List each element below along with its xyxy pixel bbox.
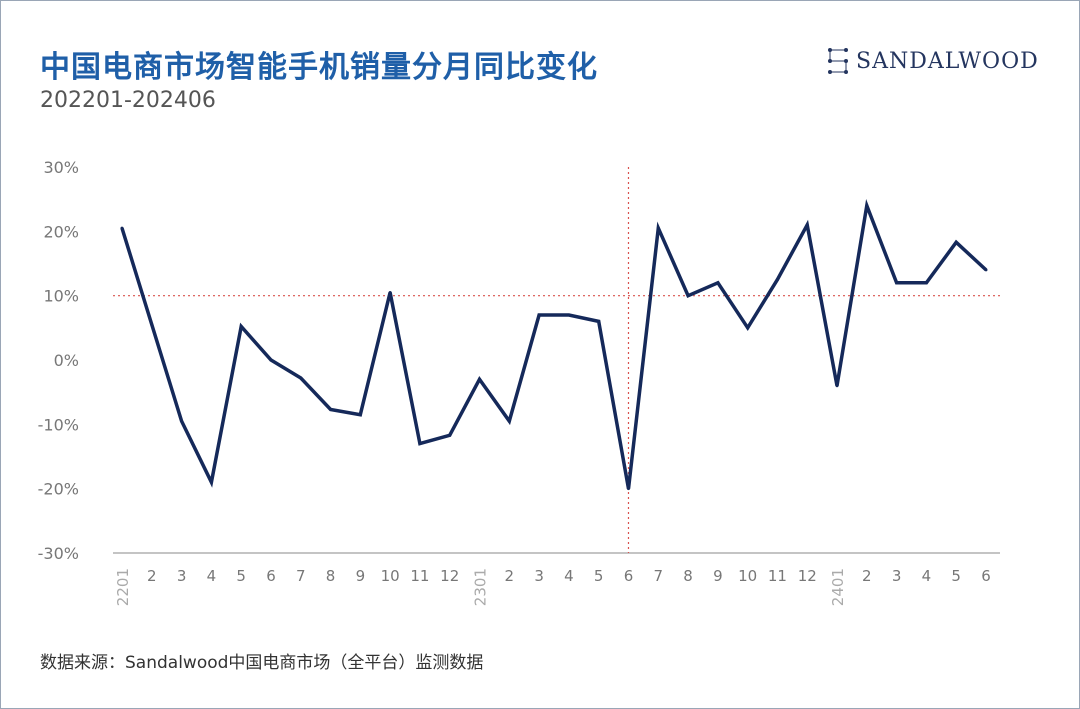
data-point xyxy=(358,413,362,417)
x-tick-label: 8 xyxy=(683,567,693,585)
x-tick-label: 3 xyxy=(892,567,902,585)
data-point xyxy=(865,204,869,208)
x-tick-label: 2201 xyxy=(114,568,132,606)
data-point xyxy=(954,240,958,244)
x-tick-label: 11 xyxy=(410,567,429,585)
data-point xyxy=(835,384,839,388)
x-tick-label: 2 xyxy=(505,567,515,585)
series-line xyxy=(120,198,988,490)
data-point xyxy=(478,377,482,381)
data-point xyxy=(537,313,541,317)
data-point xyxy=(895,281,899,285)
x-tick-label: 10 xyxy=(738,567,757,585)
y-tick-label: -30% xyxy=(38,544,79,563)
data-point xyxy=(656,226,660,230)
x-tick-label: 7 xyxy=(296,567,306,585)
x-tick-label: 4 xyxy=(207,567,217,585)
data-point xyxy=(716,281,720,285)
brand-logo: SANDALWOOD xyxy=(826,44,1039,78)
x-tick-label: 2 xyxy=(147,567,157,585)
data-point xyxy=(180,419,184,423)
data-point xyxy=(239,325,243,329)
data-point xyxy=(269,358,273,362)
x-tick-label: 5 xyxy=(236,567,246,585)
data-point xyxy=(805,223,809,227)
data-point xyxy=(626,487,630,491)
x-tick-label: 2 xyxy=(862,567,872,585)
y-tick-label: -20% xyxy=(38,480,79,499)
data-point xyxy=(448,433,452,437)
data-point xyxy=(418,442,422,446)
x-tick-label: 11 xyxy=(768,567,787,585)
data-point xyxy=(686,294,690,298)
x-tick-label: 4 xyxy=(564,567,574,585)
chart-subtitle: 202201-202406 xyxy=(40,88,216,113)
data-point xyxy=(299,376,303,380)
x-tick-label: 12 xyxy=(440,567,459,585)
data-point xyxy=(120,226,124,230)
x-tick-label: 5 xyxy=(951,567,961,585)
y-tick-label: -10% xyxy=(38,415,79,434)
x-tick-label: 9 xyxy=(356,567,366,585)
data-point xyxy=(329,408,333,412)
x-tick-label: 7 xyxy=(654,567,664,585)
data-point xyxy=(507,419,511,423)
x-tick-label: 9 xyxy=(713,567,723,585)
data-point xyxy=(150,323,154,327)
data-point xyxy=(984,268,988,272)
x-tick-label: 2301 xyxy=(472,568,490,606)
y-tick-label: 20% xyxy=(43,222,79,241)
chart-title: 中国电商市场智能手机销量分月同比变化 xyxy=(40,50,598,85)
data-point xyxy=(775,278,779,282)
y-tick-label: 30% xyxy=(43,158,79,177)
data-source-note: 数据来源：Sandalwood中国电商市场（全平台）监测数据 xyxy=(40,653,484,673)
data-point xyxy=(597,319,601,323)
data-point xyxy=(209,480,213,484)
x-tick-label: 6 xyxy=(981,567,991,585)
x-tick-label: 8 xyxy=(326,567,336,585)
x-tick-label: 10 xyxy=(381,567,400,585)
x-tick-label: 2401 xyxy=(829,568,847,606)
y-tick-label: 0% xyxy=(54,351,79,370)
data-point xyxy=(567,313,571,317)
x-tick-label: 3 xyxy=(534,567,544,585)
x-tick-label: 3 xyxy=(177,567,187,585)
x-tick-label: 6 xyxy=(624,567,634,585)
y-tick-label: 10% xyxy=(43,287,79,306)
x-tick-label: 12 xyxy=(798,567,817,585)
data-point xyxy=(746,326,750,330)
brand-name: SANDALWOOD xyxy=(856,48,1039,74)
constellation-icon xyxy=(828,48,848,74)
data-point xyxy=(388,290,392,294)
data-point xyxy=(924,281,928,285)
x-tick-label: 5 xyxy=(594,567,604,585)
x-tick-label: 4 xyxy=(922,567,932,585)
x-tick-label: 6 xyxy=(266,567,276,585)
